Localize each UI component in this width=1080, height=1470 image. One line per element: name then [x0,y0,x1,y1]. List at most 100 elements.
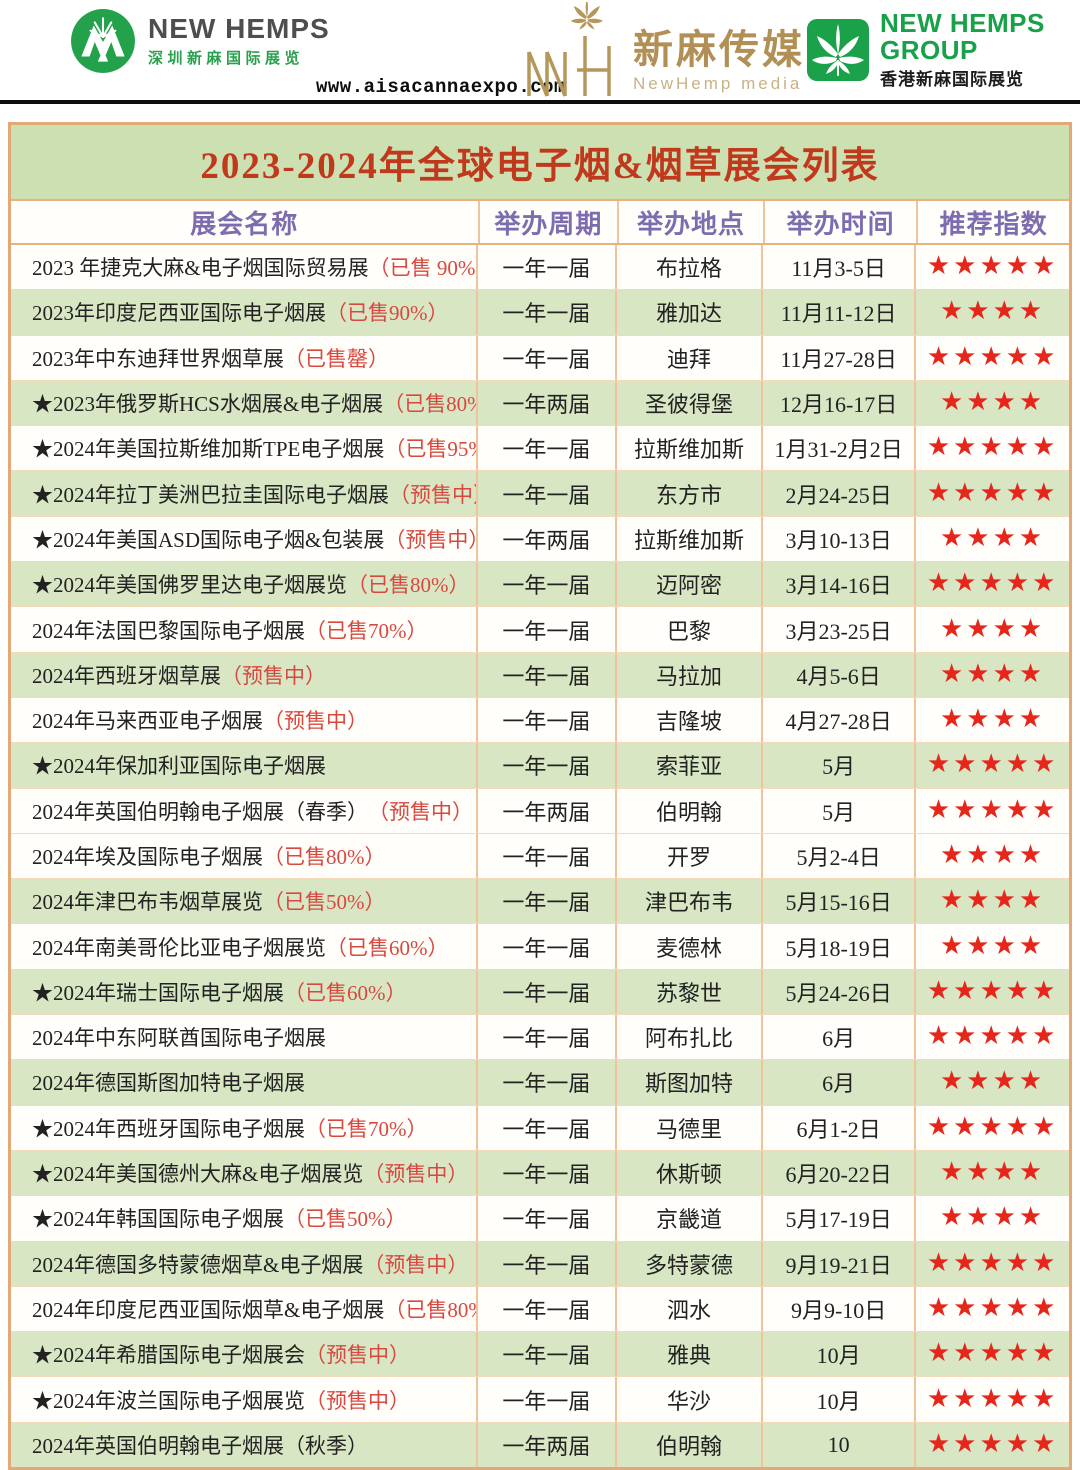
sale-status: （已售80%） [384,1297,475,1322]
exhibition-name: 2023 年捷克大麻&电子烟国际贸易展 [32,256,369,281]
location-cell: 泗水 [617,1286,763,1332]
website-url: www.aisacannaexpo.com [316,76,566,98]
table-row: ★2024年瑞士国际电子烟展 （已售60%） 一年一届 苏黎世 5月24-26日 … [11,968,1069,1015]
date-cell: 4月5-6日 [763,652,917,697]
star-rating: ★★★★ [940,930,1046,960]
exhibition-name-cell: ★2024年美国拉斯维加斯TPE电子烟展（已售95%） [11,426,478,471]
date-cell: 11月3-5日 [763,245,917,290]
date-cell: 6月20-22日 [763,1150,917,1196]
table-row: 2024年马来西亚电子烟展 （预售中） 一年一届 吉隆坡 4月27-28日 ★★★… [11,696,1069,743]
cycle-cell: 一年一届 [478,743,618,788]
exhibition-name-cell: ★2024年美国佛罗里达电子烟展览 （已售80%） [11,562,478,607]
exhibition-name: 2024年法国巴黎国际电子烟展 [32,618,305,643]
sale-status: （已售罄） [284,346,389,371]
table-row: ★2024年美国拉斯维加斯TPE电子烟展（已售95%） 一年一届 拉斯维加斯 1… [11,425,1069,471]
cycle-cell: 一年一届 [478,290,618,335]
table-row: ★2023年俄罗斯HCS水烟展&电子烟展（已售80%） 一年两届 圣彼得堡 12… [11,379,1069,426]
cycle-cell: 一年一届 [478,1150,618,1196]
location-cell: 津巴布韦 [617,879,763,924]
table-row: 2024年埃及国际电子烟展 （已售80%） 一年一届 开罗 5月2-4日 ★★★★ [11,832,1069,879]
left-logo-title: NEW HEMPS [148,13,330,45]
star-rating: ★★★★★ [926,568,1059,598]
date-cell: 5月 [763,743,917,788]
exhibition-name-cell: 2024年印度尼西亚国际烟草&电子烟展（已售80%） [11,1286,478,1332]
sale-status: （预售中） [263,709,368,734]
date-cell: 6月1-2日 [763,1105,917,1150]
location-cell: 拉斯维加斯 [617,426,763,471]
star-rating: ★★★★★ [926,1292,1059,1322]
cycle-cell: 一年一届 [478,1196,618,1241]
new-hemps-shenzhen-logo: NEW HEMPS 深圳新麻国际展览 [70,8,330,74]
exhibition-name-cell: 2024年津巴布韦烟草展览 （已售50%） [11,879,478,924]
exhibition-name-cell: 2024年埃及国际电子烟展 （已售80%） [11,833,478,879]
right-logo-line2: GROUP [880,34,978,65]
table-body: 2023 年捷克大麻&电子烟国际贸易展（已售 90%） 一年一届 布拉格 11月… [11,245,1069,1468]
table-row: 2024年西班牙烟草展 （预售中） 一年一届 马拉加 4月5-6日 ★★★★ [11,651,1069,697]
cycle-cell: 一年一届 [478,1060,618,1105]
star-rating: ★★★★★ [926,251,1059,281]
cycle-cell: 一年两届 [478,1422,618,1468]
exhibition-name-cell: ★2024年波兰国际电子烟展览 （预售中） [11,1377,478,1422]
table-row: 2024年德国多特蒙德烟草&电子烟展 （预售中） 一年一届 多特蒙德 9月19-2… [11,1240,1069,1286]
cycle-cell: 一年一届 [478,1286,618,1332]
exhibition-name-cell: 2024年西班牙烟草展 （预售中） [11,652,478,697]
sale-status: （已售80%） [383,392,475,417]
sale-status: （已售80%） [347,573,470,598]
exhibition-table: 2023-2024年全球电子烟&烟草展会列表 展会名称 举办周期 举办地点 举办… [8,122,1072,1470]
cycle-cell: 一年一届 [478,924,618,969]
star-rating: ★★★★ [940,1066,1046,1096]
star-rating: ★★★★★ [926,975,1059,1005]
column-header-location: 举办地点 [619,201,765,243]
location-cell: 雅典 [617,1332,763,1377]
cycle-cell: 一年两届 [478,788,618,833]
exhibition-name-cell: 2023年中东迪拜世界烟草展 （已售罄） [11,335,478,380]
date-cell: 10月 [763,1377,917,1422]
location-cell: 迈阿密 [617,562,763,607]
location-cell: 斯图加特 [617,1060,763,1105]
exhibition-name-cell: ★2024年希腊国际电子烟展会 （预售中） [11,1332,478,1377]
cycle-cell: 一年一届 [478,879,618,924]
date-cell: 9月19-21日 [763,1241,917,1286]
star-rating: ★★★★★ [926,477,1059,507]
table-row: 2024年印度尼西亚国际烟草&电子烟展（已售80%） 一年一届 泗水 9月9-1… [11,1285,1069,1332]
exhibition-name-cell: 2024年南美哥伦比亚电子烟展览 （已售60%） [11,924,478,969]
exhibition-name-cell: ★2024年西班牙国际电子烟展 （已售70%） [11,1105,478,1150]
exhibition-name: 2024年中东阿联酋国际电子烟展 [32,1026,326,1051]
table-row: 2024年法国巴黎国际电子烟展 （已售70%） 一年一届 巴黎 3月23-25日 … [11,606,1069,652]
sale-status: （已售90%） [326,301,449,326]
location-cell: 华沙 [617,1377,763,1422]
sale-status: （预售中） [363,1162,469,1187]
exhibition-name: ★2024年美国佛罗里达电子烟展览 [32,573,347,598]
table-row: ★2024年韩国国际电子烟展 （已售50%） 一年一届 京畿道 5月17-19日 … [11,1195,1069,1241]
date-cell: 10月 [763,1332,917,1377]
exhibition-name-cell: 2023 年捷克大麻&电子烟国际贸易展（已售 90%） [11,245,478,290]
exhibition-name: ★2024年美国拉斯维加斯TPE电子烟展 [32,437,385,462]
cycle-cell: 一年一届 [478,652,618,697]
date-cell: 5月2-4日 [763,833,917,879]
header-divider [0,100,1080,104]
exhibition-name-cell: ★2024年保加利亚国际电子烟展 [11,743,478,788]
exhibition-name: 2024年埃及国际电子烟展 [32,845,263,869]
location-cell: 巴黎 [617,607,763,652]
location-cell: 马德里 [617,1105,763,1150]
star-rating: ★★★★ [940,1202,1046,1232]
exhibition-name: 2024年西班牙烟草展 [32,663,221,688]
sale-status: （预售中） [221,663,326,688]
date-cell: 5月24-26日 [763,969,917,1015]
location-cell: 苏黎世 [617,969,763,1015]
star-rating: ★★★★★ [926,1428,1059,1458]
cycle-cell: 一年一届 [478,833,618,879]
star-rating: ★★★★★ [926,1247,1059,1277]
right-logo-subtitle: 香港新麻国际展览 [880,70,1024,90]
right-logo-text: NEW HEMPS GROUP 香港新麻国际展览 [880,10,1045,90]
exhibition-name: 2024年南美哥伦比亚电子烟展览 [32,935,326,960]
sale-status: （已售70%） [305,1116,428,1141]
table-row: ★2024年美国ASD国际电子烟&包装展（预售中） 一年两届 拉斯维加斯 3月1… [11,515,1069,562]
location-cell: 休斯顿 [617,1150,763,1196]
exhibition-name: ★2024年韩国国际电子烟展 [32,1207,284,1232]
table-row: 2024年津巴布韦烟草展览 （已售50%） 一年一届 津巴布韦 5月15-16日 … [11,878,1069,924]
location-cell: 吉隆坡 [617,697,763,743]
location-cell: 拉斯维加斯 [617,516,763,562]
middle-logo-title: 新麻传媒 [633,27,805,72]
star-rating: ★★★★★ [926,1338,1059,1368]
